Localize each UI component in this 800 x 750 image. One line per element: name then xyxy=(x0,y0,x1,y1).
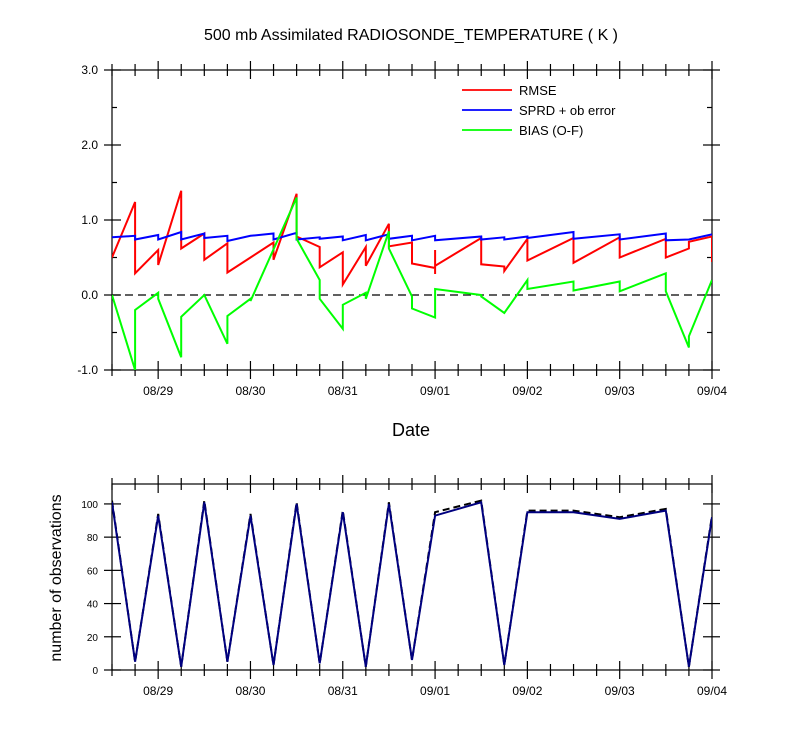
top-panel: 08/29 08/30 08/31 09/01 09/02 09/03 09/04 -1.0 0… xyxy=(77,61,727,398)
series-line-sprd-ob-error xyxy=(112,230,712,243)
x-tick-label: 09/03 xyxy=(605,684,635,698)
y-tick-label: 0 xyxy=(92,666,98,677)
x-tick-label: 09/02 xyxy=(512,384,542,398)
legend-label: RMSE xyxy=(519,83,557,98)
x-axis-label: Date xyxy=(392,420,430,440)
y-tick-label: -1.0 xyxy=(77,363,98,377)
x-tick-label: 08/31 xyxy=(328,684,358,698)
x-tick-label: 08/29 xyxy=(143,384,173,398)
chart-title: 500 mb Assimilated RADIOSONDE_TEMPERATUR… xyxy=(204,27,618,44)
x-tick-label: 09/04 xyxy=(697,384,727,398)
x-tick-label: 09/04 xyxy=(697,684,727,698)
x-tick-label: 09/03 xyxy=(605,384,635,398)
y-tick-label: 80 xyxy=(87,533,99,544)
series-line-bias-o-f xyxy=(112,197,712,370)
x-tick-label: 08/29 xyxy=(143,684,173,698)
legend-label: BIAS (O-F) xyxy=(519,123,583,138)
y-tick-label: 100 xyxy=(81,500,98,511)
y-axis-label: number of observations xyxy=(48,494,65,661)
x-tick-label: 08/30 xyxy=(235,684,265,698)
plot-frame xyxy=(111,69,713,371)
x-tick-label: 09/01 xyxy=(420,684,450,698)
bottom-panel: 08/29 08/30 08/31 09/01 09/02 09/03 09/04 0 20 40… xyxy=(81,475,727,698)
x-tick-label: 09/01 xyxy=(420,384,450,398)
x-tick-label: 08/30 xyxy=(235,384,265,398)
x-tick-label: 08/31 xyxy=(328,384,358,398)
legend-label: SPRD + ob error xyxy=(519,103,616,118)
y-tick-label: 2.0 xyxy=(81,138,98,152)
y-tick-label: 3.0 xyxy=(81,63,98,77)
y-tick-label: 1.0 xyxy=(81,213,98,227)
y-tick-label: 60 xyxy=(87,566,99,577)
y-tick-label: 20 xyxy=(87,633,99,644)
x-tick-label: 09/02 xyxy=(512,684,542,698)
y-tick-label: 0.0 xyxy=(81,288,98,302)
series-line-obs-solid xyxy=(112,501,712,667)
y-tick-label: 40 xyxy=(87,600,99,611)
